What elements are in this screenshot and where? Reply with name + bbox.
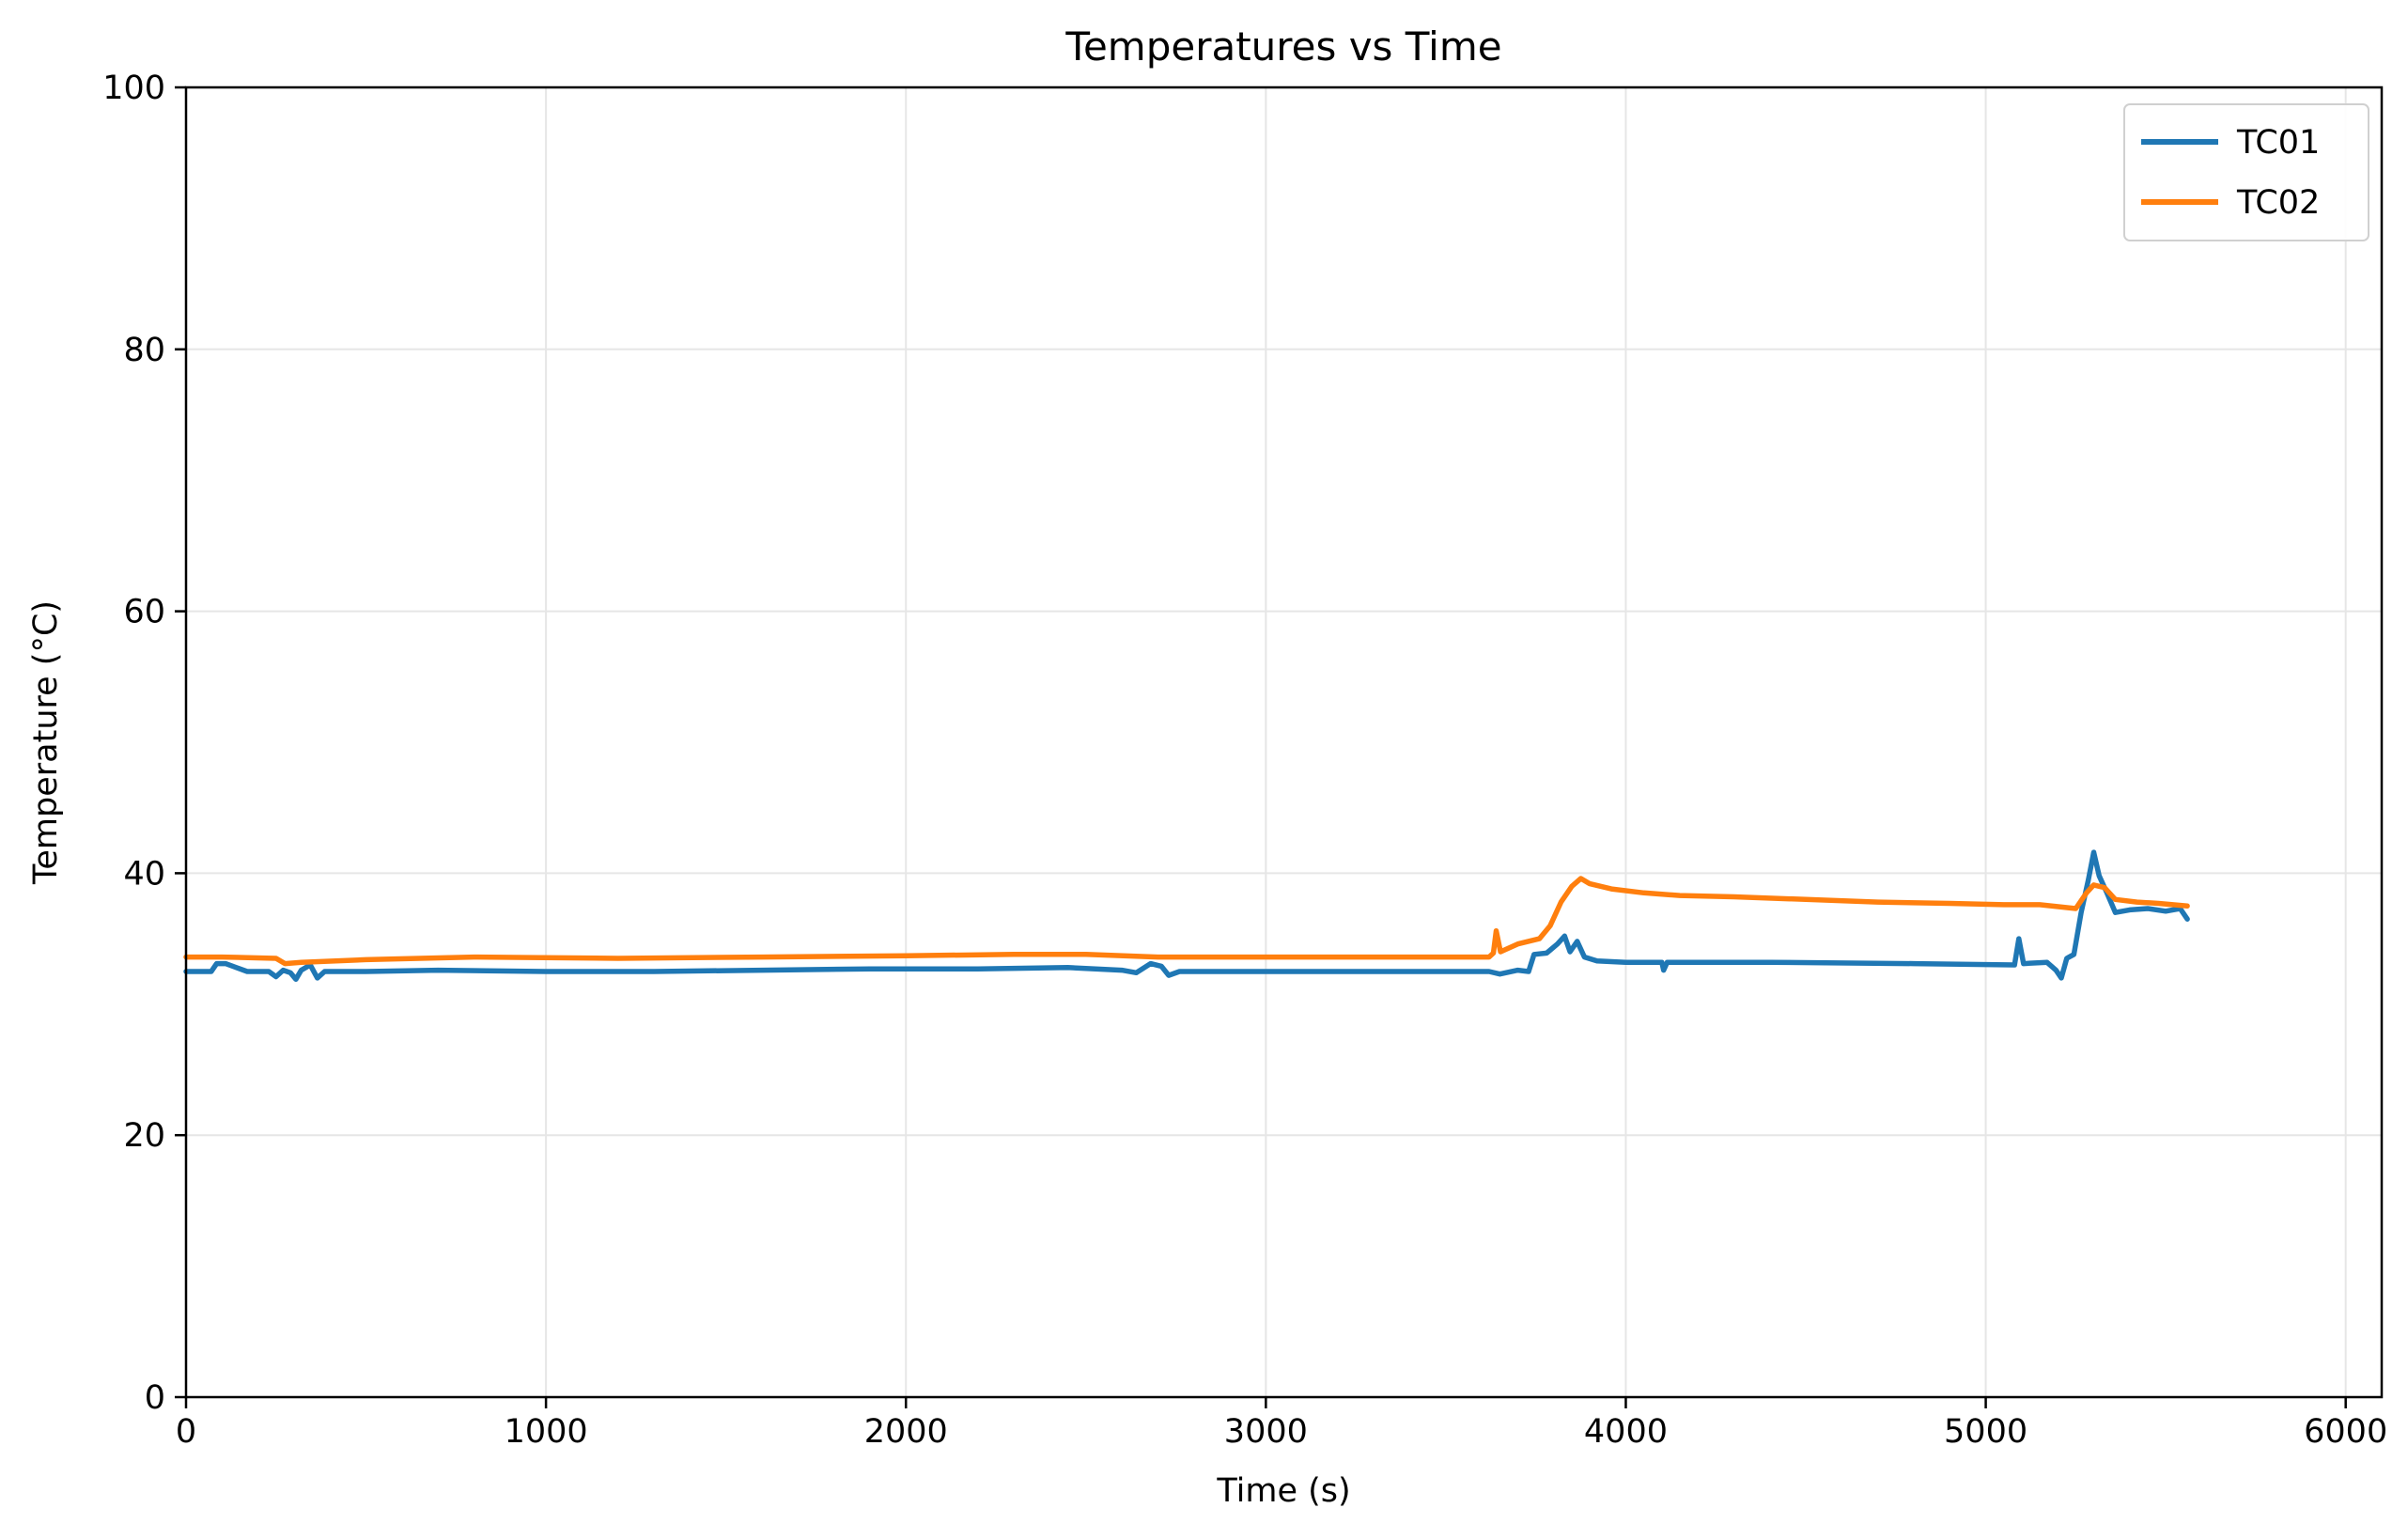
- series-line-tc02: [183, 876, 2190, 967]
- x-axis-ticks: 0 1000 2000 3000 4000 5000 6000: [176, 1397, 2387, 1451]
- x-tick-label: 5000: [1944, 1413, 2027, 1451]
- chart-title: Temperatures vs Time: [1064, 23, 1501, 70]
- x-axis-label: Time (s): [1216, 1472, 1350, 1510]
- y-tick-label: 0: [145, 1379, 165, 1417]
- plot-frame: [184, 86, 2384, 1399]
- x-tick-label: 1000: [505, 1413, 588, 1451]
- y-axis-label: Temperature (°C): [27, 600, 65, 885]
- legend-box: [2123, 103, 2369, 241]
- y-tick-label: 40: [123, 855, 165, 893]
- legend-label: TC01: [2236, 124, 2320, 162]
- y-tick-label: 80: [123, 332, 165, 369]
- legend-label: TC02: [2236, 184, 2320, 222]
- x-tick-label: 6000: [2304, 1413, 2387, 1451]
- y-tick-label: 20: [123, 1117, 165, 1155]
- x-tick-label: 2000: [864, 1413, 948, 1451]
- x-tick-label: 3000: [1224, 1413, 1308, 1451]
- y-tick-label: 100: [102, 70, 165, 107]
- x-tick-label: 4000: [1584, 1413, 1668, 1451]
- y-axis-ticks: 0 20 40 60 80 100: [102, 70, 186, 1417]
- x-tick-label: 0: [176, 1413, 196, 1451]
- series-group: [183, 849, 2190, 983]
- y-tick-label: 60: [123, 594, 165, 631]
- legend: TC01 TC02: [2123, 103, 2369, 241]
- series-line-tc01: [183, 849, 2190, 983]
